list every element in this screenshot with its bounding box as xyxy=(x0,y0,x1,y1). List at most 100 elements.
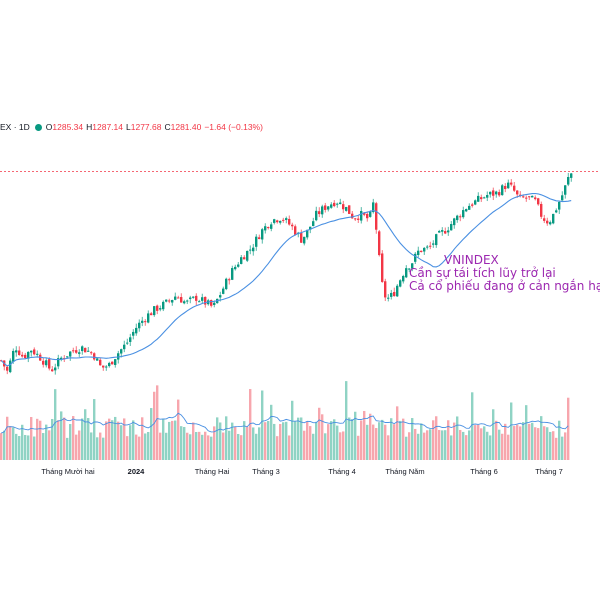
volume-ma xyxy=(1,412,569,434)
candle-body xyxy=(66,356,69,358)
volume-bar xyxy=(39,420,42,460)
volume-bar xyxy=(318,407,321,460)
volume-bar xyxy=(15,433,18,460)
candle-body xyxy=(300,232,303,243)
volume-bar xyxy=(63,417,66,460)
candle-body xyxy=(15,350,18,353)
candle-body xyxy=(93,353,96,360)
volume-bar xyxy=(150,408,153,460)
volume-bar xyxy=(342,431,345,460)
volume-bar xyxy=(396,406,399,460)
candle-body xyxy=(195,295,198,301)
volume-bar xyxy=(84,409,87,460)
volume-bar xyxy=(324,433,327,460)
volume-bar xyxy=(546,427,549,460)
volume-bar xyxy=(237,433,240,460)
close-value: 1281.40 xyxy=(170,122,202,132)
volume-bar xyxy=(168,421,171,460)
candle-body xyxy=(162,301,165,310)
volume-bar xyxy=(267,421,270,460)
volume-bar xyxy=(279,423,282,460)
candle-body xyxy=(252,247,255,252)
candle-body xyxy=(285,218,288,221)
candle-body xyxy=(123,344,126,350)
candle-body xyxy=(258,237,261,240)
candle-body xyxy=(366,213,369,219)
volume-bar xyxy=(558,420,561,460)
volume-bar xyxy=(222,432,225,460)
symbol-label: EX · 1D xyxy=(0,122,30,132)
volume-bar xyxy=(315,421,318,460)
volume-bar xyxy=(21,424,24,460)
candle-body xyxy=(396,285,399,297)
candle-body xyxy=(99,359,102,366)
candle-body xyxy=(339,202,342,205)
candle-body xyxy=(468,205,471,210)
candle-body xyxy=(180,297,183,303)
candle-body xyxy=(150,313,153,316)
candle-body xyxy=(114,359,117,365)
candle-body xyxy=(183,301,186,304)
candle-body xyxy=(24,354,27,359)
volume-bar xyxy=(234,426,237,460)
candle-body xyxy=(531,195,534,198)
volume-bar xyxy=(423,432,426,460)
candle-body xyxy=(471,204,474,206)
candle-body xyxy=(438,231,441,233)
volume-bar xyxy=(333,419,336,460)
candle-body xyxy=(294,226,297,235)
volume-bar xyxy=(402,418,405,460)
volume-bar xyxy=(330,421,333,460)
volume-bar xyxy=(126,436,129,460)
candle-body xyxy=(462,210,465,218)
candle-body xyxy=(192,296,195,298)
candle-body xyxy=(282,219,285,221)
volume-bar xyxy=(180,426,183,460)
candles xyxy=(0,172,573,375)
volume-bar xyxy=(219,422,222,460)
volume-bar xyxy=(24,434,27,460)
volume-bar xyxy=(489,435,492,460)
volume-bar xyxy=(213,426,216,460)
candle-body xyxy=(57,358,60,367)
candle-body xyxy=(270,224,273,229)
volume-bar xyxy=(549,431,552,460)
volume-bar xyxy=(354,411,357,460)
volume-bar xyxy=(33,436,36,460)
candle-body xyxy=(570,173,573,178)
volume-bar xyxy=(477,424,480,460)
volume-bar xyxy=(135,434,138,460)
volume-bar xyxy=(129,425,132,460)
volume-bar xyxy=(177,399,180,460)
volume-bar xyxy=(525,405,528,460)
candle-body xyxy=(363,212,366,215)
candle-body xyxy=(426,246,429,248)
volume-bar xyxy=(45,424,48,460)
candle-body xyxy=(141,320,144,323)
change-value: −1.64 (−0.13%) xyxy=(204,122,263,132)
candle-body xyxy=(318,211,321,215)
volume-bar xyxy=(18,436,21,460)
candle-body xyxy=(81,346,84,352)
candle-body xyxy=(429,245,432,247)
candle-body xyxy=(117,353,120,360)
candle-body xyxy=(189,297,192,300)
candle-body xyxy=(21,354,24,357)
candle-body xyxy=(555,210,558,213)
volume-bar xyxy=(387,435,390,460)
candle-body xyxy=(264,226,267,231)
volume-bar xyxy=(81,418,84,460)
candle-body xyxy=(69,351,72,357)
candle-body xyxy=(348,205,351,214)
low-value: 1277.68 xyxy=(130,122,162,132)
volume-bar xyxy=(420,423,423,460)
volume-bar xyxy=(189,434,192,460)
candle-body xyxy=(36,353,39,355)
volume-bar xyxy=(453,422,456,460)
candle-body xyxy=(504,185,507,190)
volume-bar xyxy=(258,427,261,460)
candle-body xyxy=(546,220,549,224)
volume-bar xyxy=(249,389,252,460)
candle-body xyxy=(126,342,129,344)
